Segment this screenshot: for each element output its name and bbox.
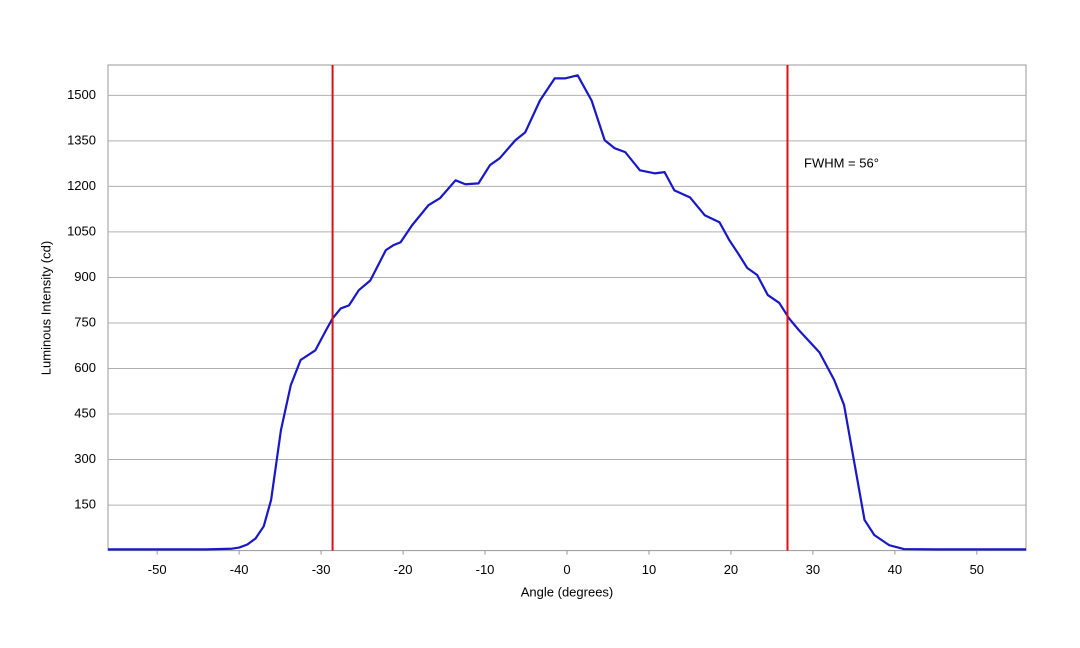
- x-tick-label: -40: [230, 562, 249, 577]
- x-tick-label: 50: [970, 562, 984, 577]
- y-tick-label: 150: [74, 497, 96, 512]
- y-tick-label: 1500: [67, 87, 96, 102]
- x-tick-label: 20: [724, 562, 738, 577]
- x-tick-label: -30: [312, 562, 331, 577]
- y-tick-label: 300: [74, 451, 96, 466]
- x-tick-label: -50: [148, 562, 167, 577]
- y-tick-label: 1200: [67, 178, 96, 193]
- x-tick-label: -10: [476, 562, 495, 577]
- y-tick-label: 750: [74, 314, 96, 329]
- y-tick-label: 450: [74, 405, 96, 420]
- x-axis-title: Angle (degrees): [521, 584, 614, 599]
- y-tick-label: 900: [74, 269, 96, 284]
- x-tick-label: 30: [806, 562, 820, 577]
- y-axis-title: Luminous Intensity (cd): [38, 241, 53, 375]
- x-tick-label: 10: [642, 562, 656, 577]
- y-tick-label: 600: [74, 360, 96, 375]
- x-tick-label: 0: [563, 562, 570, 577]
- annotation: FWHM = 56°: [804, 155, 879, 170]
- x-tick-label: -20: [394, 562, 413, 577]
- y-tick-label: 1050: [67, 223, 96, 238]
- plot-frame: [107, 64, 1027, 552]
- y-tick-label: 1350: [67, 132, 96, 147]
- x-tick-label: 40: [888, 562, 902, 577]
- data-line: [108, 74, 1026, 551]
